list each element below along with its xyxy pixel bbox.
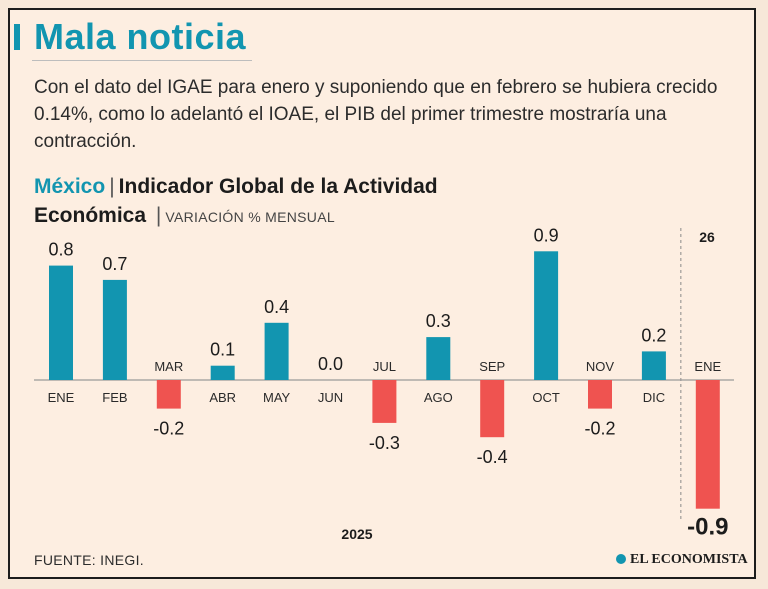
category-label-nov-10: NOV [586,359,615,374]
year-label-2025: 2025 [341,526,372,542]
value-label-nov-10: -0.2 [584,419,615,439]
category-label-ago-7: AGO [424,390,453,405]
category-label-jun-5: JUN [318,390,343,405]
bar-jul-6 [372,380,397,423]
chart-title-separator: | [109,175,115,198]
bar-oct-9 [534,251,559,380]
intro-text: Con el dato del IGAE para enero y suponi… [34,77,718,152]
value-label-mar-2: -0.2 [153,419,184,439]
category-label-ene-12: ENE [694,359,721,374]
category-label-sep-8: SEP [479,359,505,374]
value-label-ago-7: 0.3 [426,311,451,331]
bar-ene-0 [49,265,73,380]
brand-name: EL ECONOMISTA [630,552,748,567]
bar-nov-10 [588,380,612,409]
category-label-dic-11: DIC [643,390,665,405]
value-label-jul-6: -0.3 [369,433,400,453]
bar-mar-2 [156,380,181,409]
bar-may-4 [264,322,289,380]
source-note: FUENTE: INEGI. [34,552,144,568]
value-label-ene-12: -0.9 [687,514,728,541]
chart-title-main: Indicador Global de la Actividad Económi… [34,175,438,227]
headline-underline [32,60,252,61]
category-label-may-4: MAY [263,390,291,405]
category-label-mar-2: MAR [154,359,183,374]
category-label-feb-1: FEB [102,390,127,405]
headline: Mala noticia [34,16,247,57]
bar-ago-7 [426,337,451,380]
category-label-jul-6: JUL [373,359,396,374]
bar-abr-3 [210,365,235,380]
bar-ene-12 [695,380,720,509]
value-label-sep-8: -0.4 [477,447,508,467]
chart-subtitle: VARIACIÓN % MENSUAL [165,209,335,225]
value-label-abr-3: 0.1 [210,340,235,360]
infographic-frame [8,8,756,579]
bar-dic-11 [641,351,666,380]
value-label-oct-9: 0.9 [534,225,559,245]
headline-accent-bar [14,24,20,50]
chart-title-country: México [34,175,106,198]
value-label-dic-11: 0.2 [641,325,666,345]
year-label-26: 26 [699,229,715,245]
value-label-jun-5: 0.0 [318,354,343,374]
value-label-feb-1: 0.7 [102,254,127,274]
category-label-oct-9: OCT [532,390,560,405]
brand-logo: EL ECONOMISTA [616,552,748,568]
value-label-may-4: 0.4 [264,297,289,317]
bar-feb-1 [102,279,127,380]
value-label-ene-0: 0.8 [48,240,73,260]
category-label-abr-3: ABR [209,390,236,405]
chart-title: México | Indicador Global de la Actividad … [34,172,554,232]
brand-logo-icon [616,554,626,564]
bar-sep-8 [480,380,505,438]
category-label-ene-0: ENE [48,390,75,405]
chart-subtitle-separator: | [155,204,162,227]
